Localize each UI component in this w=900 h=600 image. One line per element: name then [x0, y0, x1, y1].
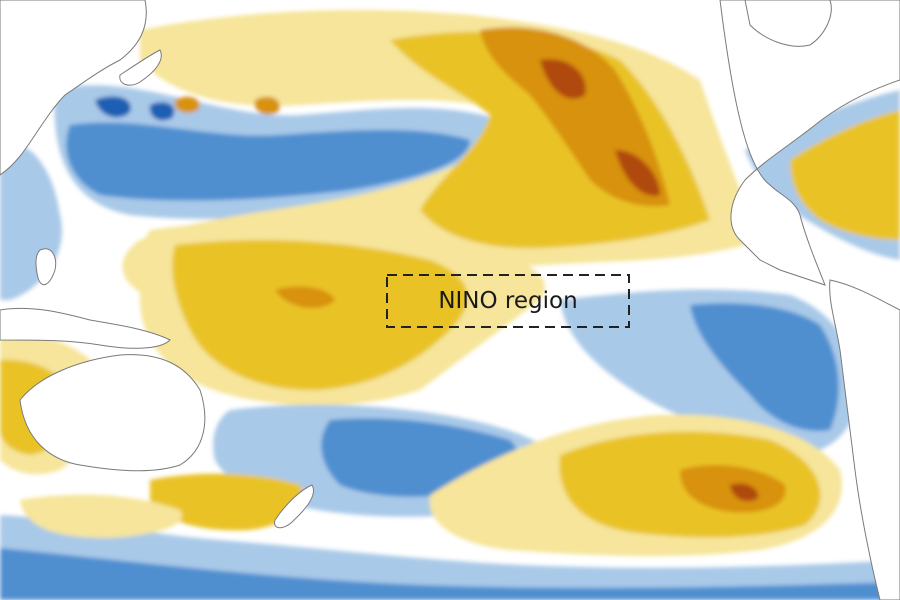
land-asia	[0, 0, 147, 176]
warm-northwest-spots	[174, 96, 280, 115]
nino-region: NINO region	[386, 274, 630, 328]
warm-east-atlantic	[790, 110, 900, 240]
very-hot-north-east	[540, 59, 660, 196]
nino-region-label: NINO region	[438, 288, 577, 314]
land-new-zealand	[274, 484, 314, 529]
land-greenland-edge	[744, 0, 832, 47]
strong-cold-kuroshio	[95, 96, 175, 121]
land-indonesia	[0, 307, 171, 349]
warm-southwest	[150, 473, 303, 531]
nino-region-box	[386, 274, 630, 328]
warm-south-australia	[20, 494, 182, 538]
anomaly-fields	[0, 10, 900, 600]
land-japan	[119, 49, 162, 86]
land-south-america	[829, 279, 900, 600]
warm-central	[172, 240, 468, 391]
cold-band-south	[0, 548, 900, 600]
cold-northwest-band	[66, 122, 470, 201]
land-philippines	[35, 248, 57, 286]
hot-central-spot	[275, 286, 335, 309]
land-australia	[19, 354, 206, 472]
cold-equatorial-east	[690, 303, 839, 431]
land-north-america	[719, 0, 900, 286]
very-hot-southeast	[730, 483, 759, 502]
